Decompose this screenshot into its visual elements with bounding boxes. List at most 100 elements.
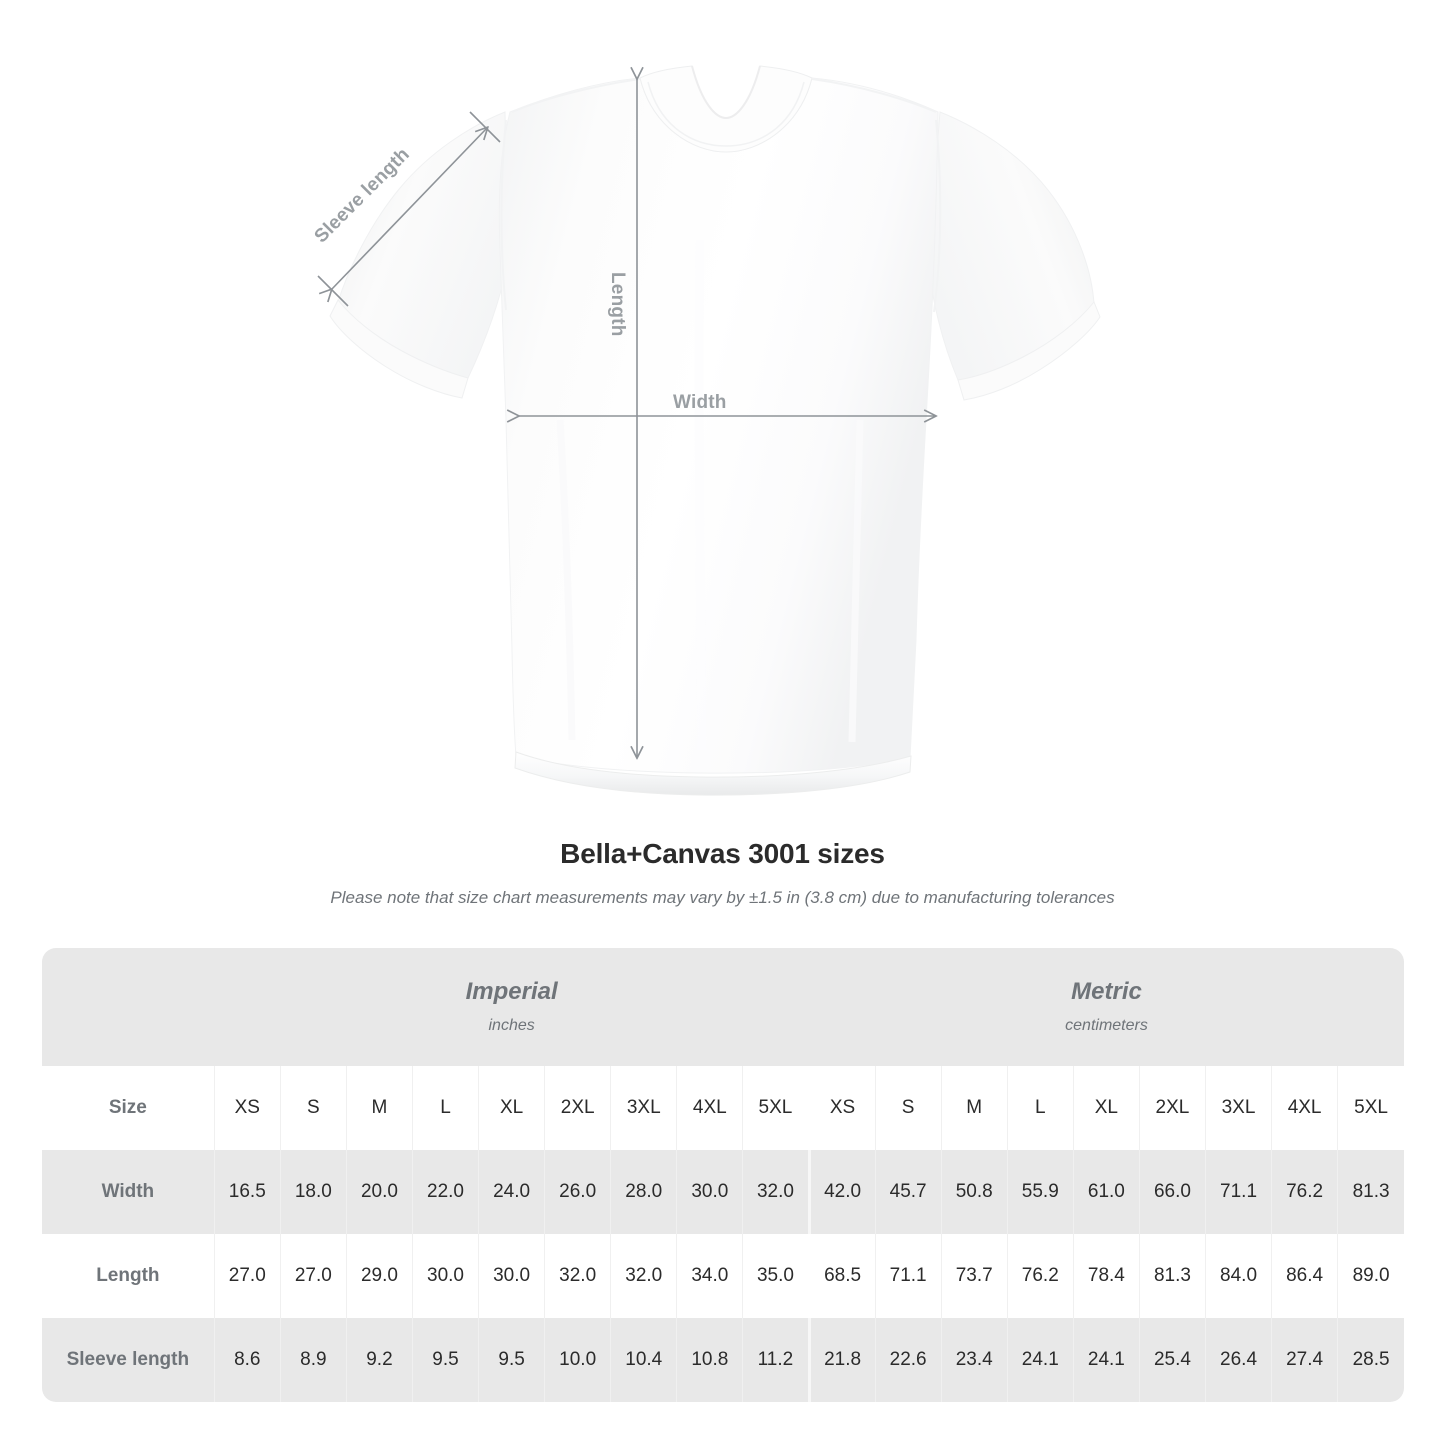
length-met-7: 86.4 (1271, 1234, 1338, 1318)
size-col-imp-2: M (345, 1066, 413, 1150)
table-row-sleeve-length: Sleeve length 8.6 8.9 9.2 9.5 9.5 10.0 1… (42, 1318, 1404, 1402)
width-met-8: 81.3 (1337, 1150, 1404, 1234)
size-col-met-3: L (1006, 1066, 1074, 1150)
imperial-header-cell: Imperial inches (214, 948, 810, 1066)
width-met-6: 71.1 (1204, 1150, 1272, 1234)
sleeve-imp-2: 9.2 (345, 1318, 413, 1402)
tshirt-illustration (317, 65, 1101, 796)
size-col-imp-1: S (279, 1066, 347, 1150)
width-label: Width (673, 392, 727, 413)
size-col-imp-5: 2XL (544, 1066, 611, 1150)
length-met-4: 78.4 (1072, 1234, 1140, 1318)
width-imp-7: 30.0 (676, 1150, 743, 1234)
size-col-imp-4: XL (478, 1066, 545, 1150)
sleeve-arrow (331, 128, 487, 290)
size-col-imp-8: 5XL (742, 1066, 810, 1150)
size-col-met-2: M (940, 1066, 1008, 1150)
sleeve-tick-bottom (317, 275, 349, 307)
length-imp-0: 27.0 (213, 1234, 281, 1318)
sleeve-met-4: 24.1 (1072, 1318, 1140, 1402)
sleeve-imp-5: 10.0 (544, 1318, 611, 1402)
row-label-width: Width (42, 1150, 215, 1234)
sleeve-imp-6: 10.4 (610, 1318, 677, 1402)
metric-header-cell: Metric centimeters (809, 948, 1404, 1066)
length-imp-6: 32.0 (610, 1234, 677, 1318)
title-block: Bella+Canvas 3001 sizes Please note that… (0, 838, 1445, 908)
length-imp-3: 30.0 (411, 1234, 479, 1318)
sleeve-imp-4: 9.5 (478, 1318, 545, 1402)
length-met-2: 73.7 (940, 1234, 1008, 1318)
size-col-imp-0: XS (213, 1066, 281, 1150)
sleeve-met-8: 28.5 (1337, 1318, 1404, 1402)
width-imp-5: 26.0 (544, 1150, 611, 1234)
sleeve-met-2: 23.4 (940, 1318, 1008, 1402)
length-imp-8: 35.0 (742, 1234, 810, 1318)
width-imp-2: 20.0 (345, 1150, 413, 1234)
sleeve-met-5: 25.4 (1138, 1318, 1206, 1402)
size-col-imp-7: 4XL (676, 1066, 743, 1150)
width-met-3: 55.9 (1006, 1150, 1074, 1234)
width-imp-4: 24.0 (478, 1150, 545, 1234)
length-imp-1: 27.0 (279, 1234, 347, 1318)
width-met-4: 61.0 (1072, 1150, 1140, 1234)
length-imp-2: 29.0 (345, 1234, 413, 1318)
length-met-1: 71.1 (874, 1234, 942, 1318)
sleeve-imp-7: 10.8 (676, 1318, 743, 1402)
sleeve-imp-8: 11.2 (742, 1318, 810, 1402)
width-imp-8: 32.0 (742, 1150, 810, 1234)
width-met-0: 42.0 (807, 1150, 876, 1234)
width-imp-3: 22.0 (411, 1150, 479, 1234)
table-row-length: Length 27.0 27.0 29.0 30.0 30.0 32.0 32.… (42, 1234, 1404, 1318)
size-col-met-4: XL (1072, 1066, 1140, 1150)
tolerance-note: Please note that size chart measurements… (330, 888, 1115, 907)
unit-header-row: Imperial inches Metric centimeters (42, 948, 1404, 1066)
sleeve-met-7: 27.4 (1271, 1318, 1338, 1402)
sleeve-met-0: 21.8 (807, 1318, 876, 1402)
width-met-5: 66.0 (1138, 1150, 1206, 1234)
length-imp-5: 32.0 (544, 1234, 611, 1318)
shirt-shape (329, 65, 1101, 796)
imperial-title: Imperial (465, 978, 558, 1006)
width-met-2: 50.8 (940, 1150, 1008, 1234)
size-col-met-6: 3XL (1204, 1066, 1272, 1150)
sleeve-met-1: 22.6 (874, 1318, 942, 1402)
size-header-row: Size XS S M L XL 2XL 3XL 4XL 5XL XS S M … (42, 1066, 1404, 1150)
size-col-met-1: S (874, 1066, 942, 1150)
size-col-met-8: 5XL (1337, 1066, 1404, 1150)
size-chart-table: Imperial inches Metric centimeters Size … (42, 948, 1404, 1402)
width-met-7: 76.2 (1271, 1150, 1338, 1234)
length-imp-4: 30.0 (478, 1234, 545, 1318)
table-row-width: Width 16.5 18.0 20.0 22.0 24.0 26.0 28.0… (42, 1150, 1404, 1234)
size-col-met-5: 2XL (1138, 1066, 1206, 1150)
row-label-length: Length (42, 1234, 215, 1318)
width-met-1: 45.7 (874, 1150, 942, 1234)
sleeve-met-3: 24.1 (1006, 1318, 1074, 1402)
size-col-imp-3: L (411, 1066, 479, 1150)
sleeve-imp-0: 8.6 (213, 1318, 281, 1402)
length-met-5: 81.3 (1138, 1234, 1206, 1318)
width-imp-0: 16.5 (213, 1150, 281, 1234)
sleeve-tick-top (469, 111, 501, 143)
tshirt-measurement-diagram: Sleeve length Length Width (311, 65, 1101, 796)
metric-title: Metric (1071, 978, 1142, 1006)
metric-subtitle: centimeters (1065, 1016, 1148, 1034)
size-col-imp-6: 3XL (610, 1066, 677, 1150)
row-label-sleeve-length: Sleeve length (42, 1318, 215, 1402)
sleeve-met-6: 26.4 (1204, 1318, 1272, 1402)
size-col-met-0: XS (807, 1066, 876, 1150)
width-imp-6: 28.0 (610, 1150, 677, 1234)
length-label: Length (607, 272, 628, 337)
length-imp-7: 34.0 (676, 1234, 743, 1318)
sleeve-imp-1: 8.9 (279, 1318, 347, 1402)
page-title: Bella+Canvas 3001 sizes (560, 838, 885, 869)
row-label-size: Size (42, 1066, 215, 1150)
length-met-8: 89.0 (1337, 1234, 1404, 1318)
size-col-met-7: 4XL (1271, 1066, 1338, 1150)
unit-spacer-cell (42, 948, 215, 1066)
width-imp-1: 18.0 (279, 1150, 347, 1234)
length-met-6: 84.0 (1204, 1234, 1272, 1318)
measurement-arrows (317, 78, 935, 757)
sleeve-imp-3: 9.5 (411, 1318, 479, 1402)
imperial-subtitle: inches (488, 1016, 535, 1034)
length-met-3: 76.2 (1006, 1234, 1074, 1318)
